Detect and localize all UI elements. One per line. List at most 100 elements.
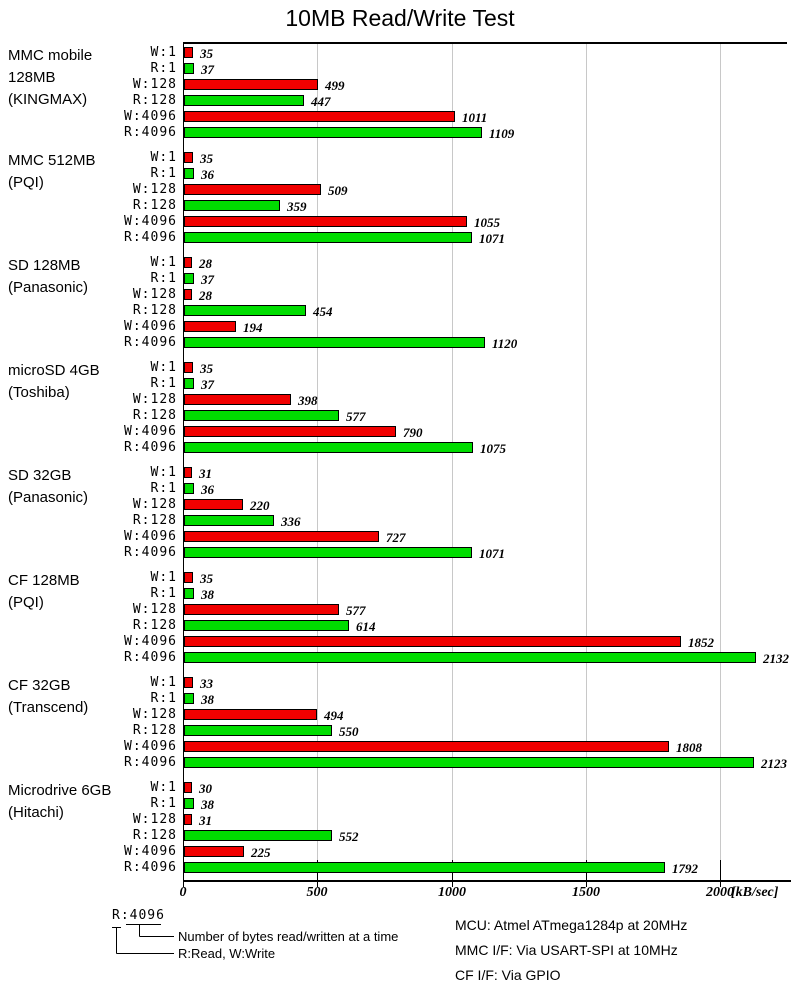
bar-row-label: R:128 [132, 408, 177, 423]
x-axis-tick-label: 0 [179, 885, 187, 900]
bar-value-label: 494 [324, 708, 344, 723]
bar-value-label: 35 [200, 46, 213, 61]
write-bar [184, 362, 193, 373]
bar-row-label: R:4096 [124, 545, 177, 560]
bar-value-label: 509 [328, 183, 348, 198]
x-axis-tick [720, 882, 721, 887]
write-bar [184, 111, 455, 122]
bar-row-label: R:4096 [124, 650, 177, 665]
write-bar [184, 814, 192, 825]
bar-row-label: R:128 [132, 828, 177, 843]
bar-value-label: 550 [339, 724, 359, 739]
read-bar [184, 273, 194, 284]
bar-value-label: 35 [200, 571, 213, 586]
bar-row-label: W:4096 [124, 739, 177, 754]
bar-row-label: W:1 [150, 255, 177, 270]
read-bar [184, 588, 194, 599]
read-bar [184, 442, 473, 453]
write-bar [184, 47, 193, 58]
group-label-line: (Toshiba) [8, 384, 70, 401]
bar-value-label: 31 [199, 813, 212, 828]
write-bar [184, 636, 681, 647]
write-bar [184, 604, 339, 615]
y-axis-line [183, 42, 184, 882]
x-axis-tick [183, 882, 184, 887]
bar-value-label: 2132 [763, 651, 789, 666]
write-bar [184, 846, 244, 857]
bar-value-label: 790 [403, 425, 423, 440]
group-label-line: (PQI) [8, 594, 44, 611]
read-bar [184, 483, 194, 494]
gridline [452, 44, 453, 880]
bar-row-label: W:128 [132, 287, 177, 302]
read-bar [184, 830, 332, 841]
group-label: MMC mobile 128MB (KINGMAX) [8, 45, 92, 111]
bar-value-label: 614 [356, 619, 376, 634]
group-label: MMC 512MB (PQI) [8, 150, 96, 194]
write-bar [184, 499, 243, 510]
group-label: SD 32GB (Panasonic) [8, 465, 88, 509]
bar-row-label: R:128 [132, 618, 177, 633]
write-bar [184, 426, 396, 437]
bar-row-label: R:128 [132, 723, 177, 738]
group-label-line: Microdrive 6GB [8, 782, 112, 799]
write-bar [184, 216, 467, 227]
bar-row-label: R:1 [150, 166, 177, 181]
bar-value-label: 37 [201, 272, 214, 287]
bar-row-label: W:128 [132, 77, 177, 92]
bar-value-label: 1075 [480, 441, 506, 456]
bar-value-label: 552 [339, 829, 359, 844]
bar-row-label: W:1 [150, 465, 177, 480]
note-cf-interface: CF I/F: Via GPIO [455, 967, 561, 983]
bar-value-label: 30 [199, 781, 212, 796]
bar-row-label: R:128 [132, 198, 177, 213]
bar-row-label: W:128 [132, 602, 177, 617]
bar-row-label: R:4096 [124, 230, 177, 245]
bar-row-label: W:128 [132, 812, 177, 827]
read-bar [184, 95, 304, 106]
bar-value-label: 37 [201, 377, 214, 392]
write-bar [184, 709, 317, 720]
write-bar [184, 677, 193, 688]
read-bar [184, 127, 482, 138]
x-axis-tick-label: 2000 [706, 885, 734, 900]
read-bar [184, 798, 194, 809]
bar-row-label: W:1 [150, 780, 177, 795]
group-label-line: CF 32GB [8, 677, 71, 694]
bar-row-label: W:1 [150, 150, 177, 165]
bar-value-label: 1808 [676, 740, 702, 755]
group-label-line: SD 32GB [8, 467, 72, 484]
bar-row-label: W:128 [132, 497, 177, 512]
x-axis-tick-label: 1500 [572, 885, 600, 900]
write-bar [184, 289, 192, 300]
bar-value-label: 1071 [479, 231, 505, 246]
write-bar [184, 257, 192, 268]
group-label-line: (Panasonic) [8, 279, 89, 296]
gridline [586, 44, 587, 880]
group-label-line: microSD 4GB [8, 362, 100, 379]
read-bar [184, 168, 194, 179]
bar-row-label: W:4096 [124, 529, 177, 544]
bar-row-label: W:1 [150, 45, 177, 60]
bar-value-label: 35 [200, 151, 213, 166]
legend-readwrite-note: R:Read, W:Write [178, 946, 276, 961]
group-label: SD 128MB (Panasonic) [8, 255, 88, 299]
group-label-line: (KINGMAX) [8, 91, 88, 108]
bar-row-label: W:4096 [124, 424, 177, 439]
read-bar [184, 410, 339, 421]
read-bar [184, 305, 306, 316]
chart-title: 10MB Read/Write Test [285, 5, 515, 31]
bar-value-label: 35 [200, 361, 213, 376]
x-axis-tick-label: 1000 [438, 885, 466, 900]
x-axis-unit-label: [kB/sec] [731, 885, 779, 900]
bar-value-label: 220 [250, 498, 270, 513]
read-bar [184, 378, 194, 389]
bar-row-label: R:4096 [124, 440, 177, 455]
x-axis-tick-label: 500 [306, 885, 328, 900]
bar-row-label: R:4096 [124, 125, 177, 140]
bar-value-label: 454 [313, 304, 333, 319]
bar-value-label: 36 [201, 482, 214, 497]
bar-value-label: 28 [199, 256, 212, 271]
bar-row-label: W:4096 [124, 319, 177, 334]
bar-row-label: R:128 [132, 93, 177, 108]
